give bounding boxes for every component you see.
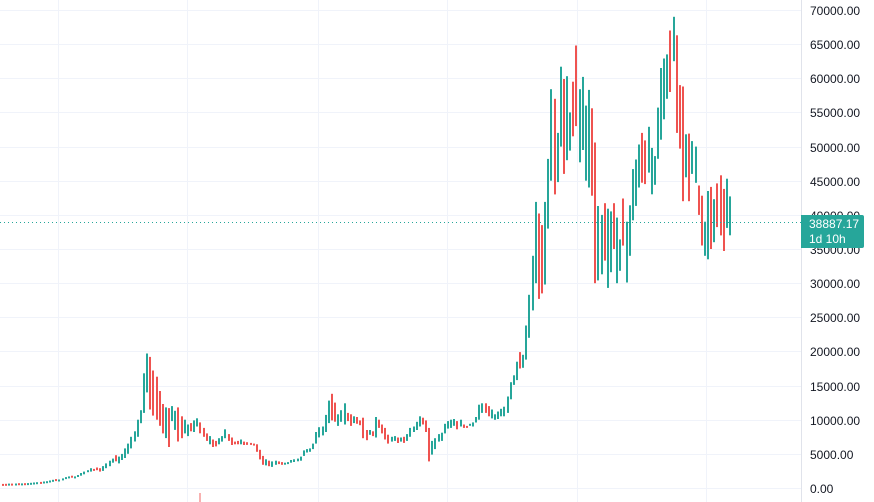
price-tick-label: 50000.00 (810, 140, 861, 155)
bar-countdown: 1d 10h (809, 231, 846, 246)
price-tick-label: 65000.00 (810, 37, 861, 52)
chart-pane[interactable] (0, 0, 801, 502)
price-tick-label: 15000.00 (810, 379, 861, 394)
price-tick-label: 30000.00 (810, 276, 861, 291)
price-tick-label: 25000.00 (810, 310, 861, 325)
last-price-value: 38887.17 (809, 216, 860, 231)
price-tick-label: 70000.00 (810, 3, 861, 18)
horizontal-gridlines (0, 10, 801, 489)
price-tick-label: 5000.00 (810, 447, 854, 462)
price-tick-label: 60000.00 (810, 71, 861, 86)
ohlc-bar-chart[interactable] (0, 0, 801, 502)
price-bars (2, 16, 731, 486)
vertical-gridlines (58, 0, 707, 502)
price-tick-label: 10000.00 (810, 413, 861, 428)
price-tick-label: 45000.00 (810, 174, 861, 189)
price-tick-label: 55000.00 (810, 105, 861, 120)
last-price-badge: 38887.17 1d 10h (801, 214, 864, 248)
price-tick-label: 20000.00 (810, 344, 861, 359)
hover-marker (199, 493, 201, 502)
price-axis[interactable]: 70000.00 65000.00 60000.00 55000.00 50000.00… (801, 0, 874, 502)
price-tick-label: 0.00 (810, 481, 834, 496)
